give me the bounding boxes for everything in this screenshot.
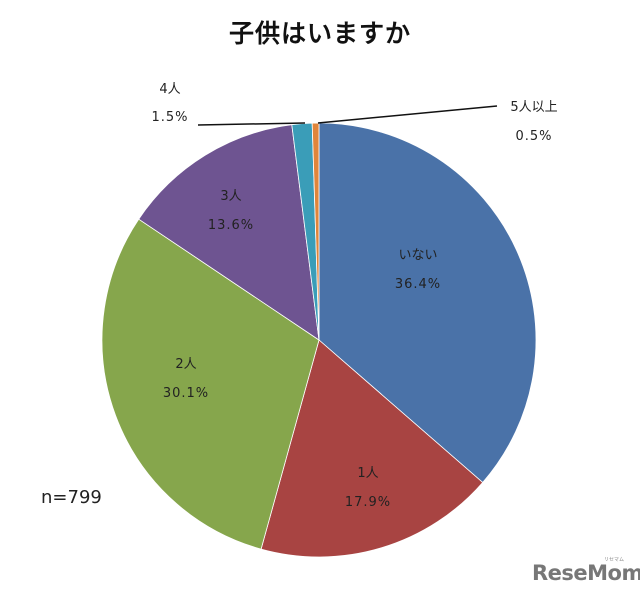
- pie-slice-1: [260, 339, 484, 558]
- leader-line-5nin: [317, 105, 498, 124]
- label-2nin: 2人 30.1%: [162, 357, 210, 401]
- leader-line-4nin: [197, 122, 306, 126]
- label-inai: いない 36.4%: [394, 248, 442, 292]
- label-1nin: 1人 17.9%: [344, 466, 392, 510]
- chart-title: 子供はいますか: [228, 19, 411, 48]
- sample-size: n=799: [41, 487, 102, 508]
- resemom-logo-sub: リセマム: [604, 557, 625, 563]
- label-3nin: 3人 13.6%: [207, 189, 255, 233]
- pie-slice-2: [101, 218, 320, 550]
- label-5nin-ijo: 5人以上 0.5%: [510, 100, 558, 144]
- label-4nin: 4人 1.5%: [151, 82, 189, 125]
- pie-slice-0: [318, 122, 537, 484]
- pie-slice-3: [138, 124, 320, 341]
- pie-slices: [101, 122, 537, 558]
- resemom-logo: ReseMom: [532, 561, 640, 585]
